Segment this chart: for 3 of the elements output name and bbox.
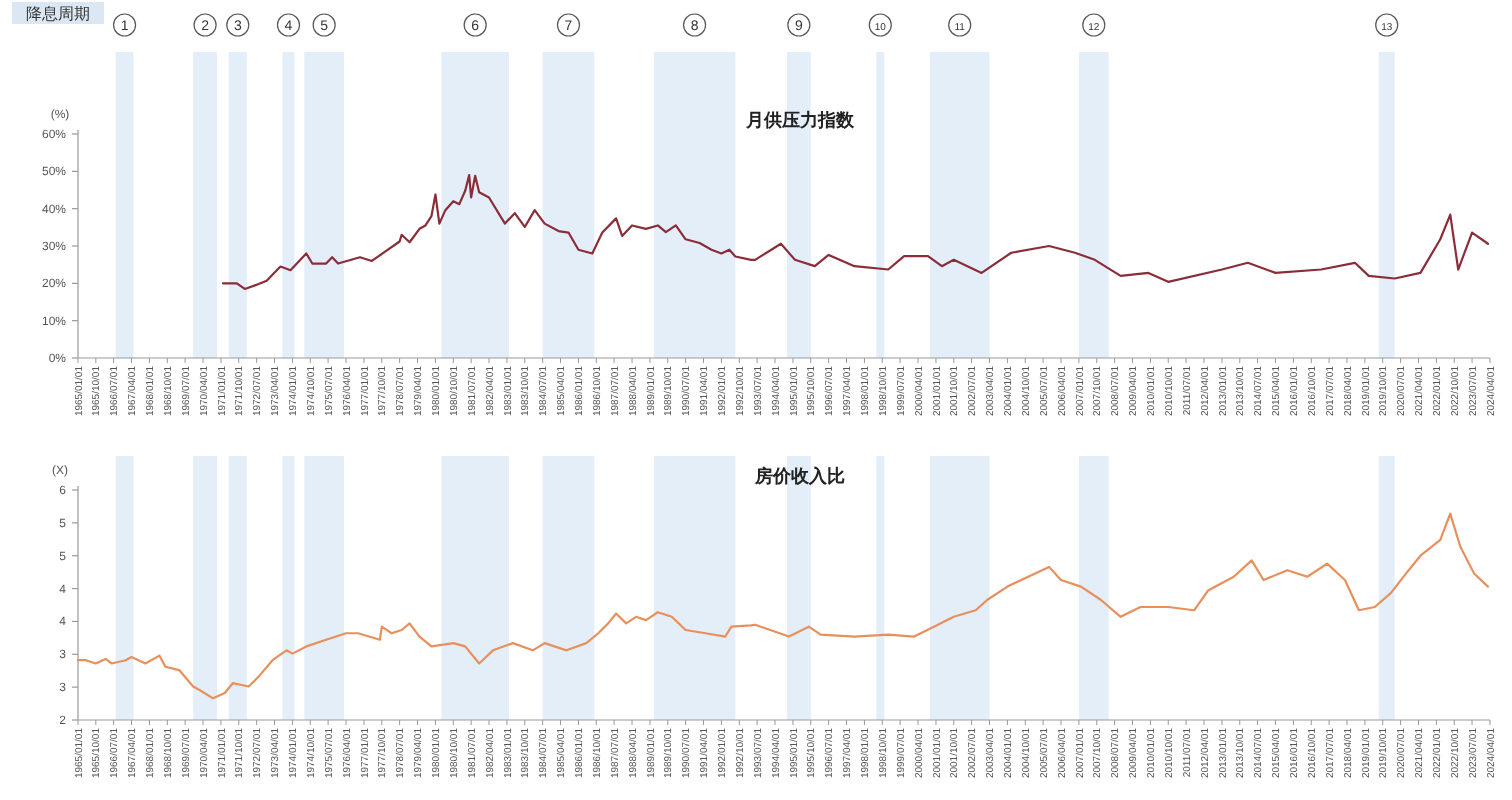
chart-title: 房价收入比 xyxy=(753,466,845,486)
chart-title: 月供压力指数 xyxy=(744,110,856,130)
text: 降息周期 xyxy=(26,5,90,23)
